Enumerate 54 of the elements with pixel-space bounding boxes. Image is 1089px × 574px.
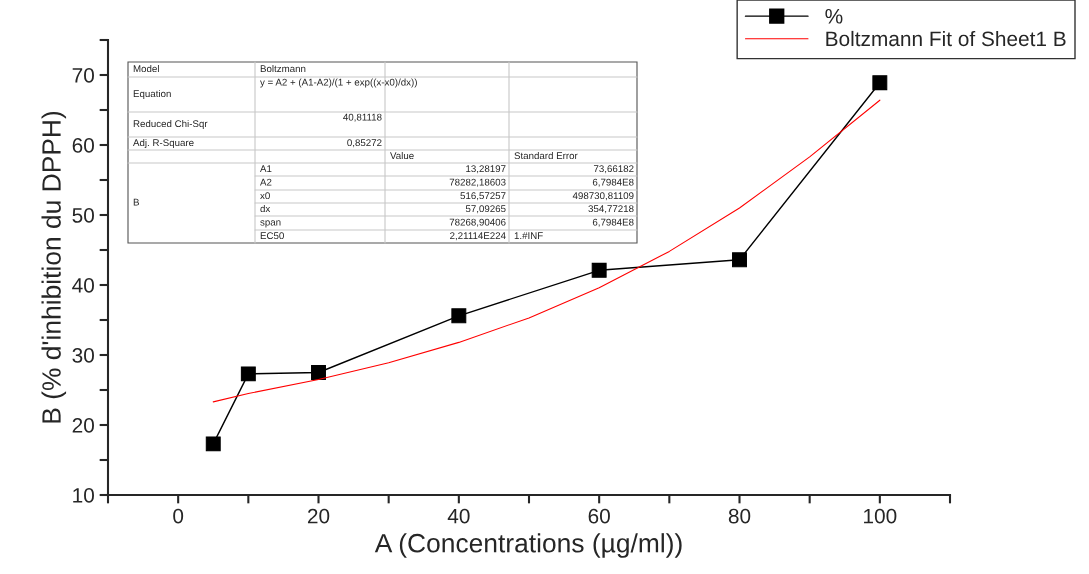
- annotation: Model: [133, 64, 159, 73]
- x-tick-label: 40: [447, 508, 470, 524]
- y-tick-label: 40: [72, 278, 94, 293]
- annotation: Equation: [133, 89, 171, 100]
- annotation: y = A2 + (A1-A2)/(1 + exp((x-x0)/dx)): [260, 78, 417, 88]
- x-tick-label: 80: [728, 508, 751, 524]
- annotation: Adj. R-Square: [133, 138, 194, 149]
- annotation: dx: [260, 204, 271, 213]
- legend-label: Boltzmann Fit of Sheet1 B: [826, 30, 1066, 47]
- point: [205, 436, 221, 452]
- point: [451, 308, 467, 324]
- x-tick-label: 100: [864, 508, 897, 524]
- annotation: 78282,18603: [449, 178, 506, 187]
- annotation: EC50: [260, 232, 284, 240]
- y-axis-title: B (% d'inhibition du DPPH): [41, 111, 67, 423]
- annotation: 6,7984E8: [592, 178, 634, 187]
- annotation: 2,21114E224: [450, 232, 506, 241]
- annotation: x0: [260, 192, 270, 200]
- y-tick-label: 50: [72, 208, 94, 223]
- y-tick-label: 70: [72, 68, 94, 83]
- annotation: 73,66182: [593, 165, 634, 174]
- annotation: Boltzmann: [260, 64, 306, 73]
- y-tick-label: 20: [72, 418, 94, 433]
- annotation: A2: [260, 178, 272, 186]
- annotation: 40,81118: [343, 113, 382, 122]
- annotation: B: [133, 198, 139, 206]
- point: [872, 75, 888, 91]
- annotation: 78268,90406: [449, 218, 506, 227]
- annotation: span: [260, 220, 281, 228]
- x-tick-label: 60: [588, 508, 610, 524]
- legend-label: %: [825, 8, 843, 24]
- annotation: 13,28197: [466, 165, 506, 174]
- x-tick-label: 20: [307, 508, 330, 524]
- y-tick-label: 60: [72, 138, 94, 153]
- annotation: Reduced Chi-Sqr: [133, 119, 208, 130]
- point: [311, 365, 326, 380]
- x-tick-label: 0: [173, 508, 184, 524]
- point: [240, 366, 256, 382]
- annotation: A1: [260, 165, 272, 173]
- x-axis-title: A (Concentrations (µg/ml)): [374, 533, 682, 558]
- annotation: 516,57257: [460, 192, 506, 201]
- point: [732, 252, 747, 268]
- annotation: 0,85272: [347, 139, 382, 148]
- y-tick-label: 30: [72, 348, 94, 363]
- point: [591, 262, 607, 278]
- annotation: 1.#INF: [514, 232, 543, 240]
- annotation: 57,09265: [465, 205, 506, 214]
- annotation: Standard Error: [514, 151, 578, 160]
- annotation: Value: [390, 151, 414, 160]
- annotation: 6,7984E8: [592, 218, 634, 227]
- annotation: 354,77218: [588, 205, 634, 214]
- annotation: 498730,81109: [572, 192, 634, 201]
- line-series: [212, 99, 881, 403]
- y-tick-label: 10: [73, 488, 94, 503]
